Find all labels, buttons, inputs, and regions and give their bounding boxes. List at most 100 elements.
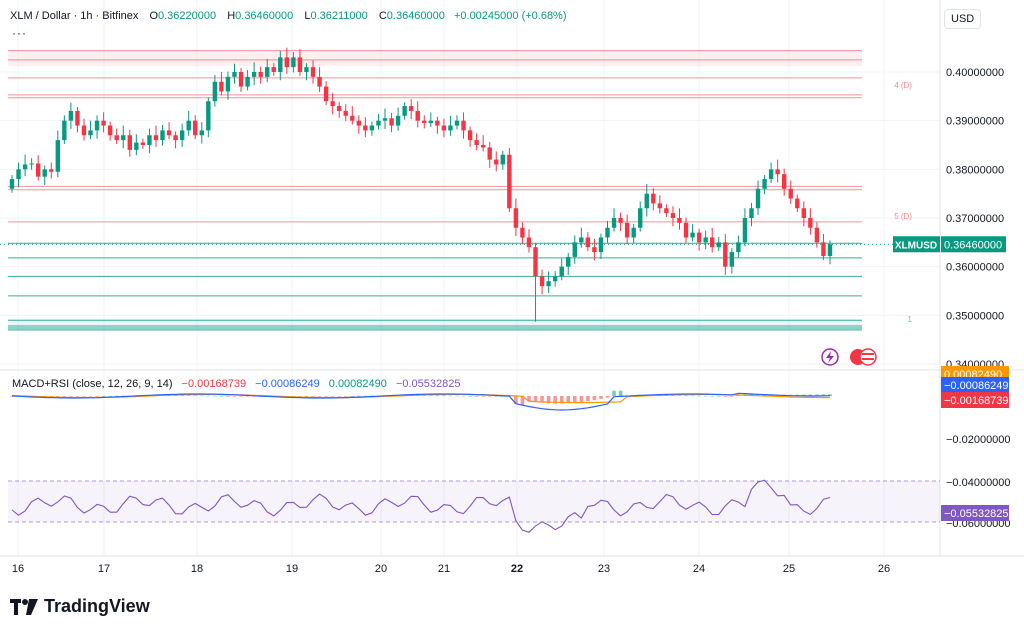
candle-body xyxy=(736,242,741,253)
candle-body xyxy=(376,120,381,126)
candle xyxy=(611,208,617,232)
candle-body xyxy=(199,130,204,136)
flag-icon[interactable] xyxy=(850,348,877,366)
candle-body xyxy=(323,86,329,102)
macd-value-badge-label: −0.05532825 xyxy=(944,508,1009,520)
candle xyxy=(271,63,276,76)
candle-body xyxy=(219,81,224,92)
price-tick-label: 0.39000000 xyxy=(946,116,1004,128)
currency-button[interactable]: USD xyxy=(944,9,982,29)
macd-histogram-bar xyxy=(69,396,73,397)
candle xyxy=(638,201,643,232)
candle-body xyxy=(441,125,447,131)
candle xyxy=(350,106,355,125)
candle xyxy=(533,243,538,322)
candle xyxy=(29,158,34,170)
candle xyxy=(75,107,80,133)
candle-body xyxy=(513,208,519,228)
candle xyxy=(480,135,486,152)
candle xyxy=(173,131,178,149)
macd-histogram-bar xyxy=(232,396,237,397)
macd-histogram-bar xyxy=(88,396,93,397)
candle-body xyxy=(611,218,617,228)
candle xyxy=(88,120,93,140)
macd-histogram-bar xyxy=(429,395,433,396)
candle xyxy=(323,81,329,106)
candle xyxy=(153,125,159,147)
candle xyxy=(474,133,479,151)
macd-histogram-bar xyxy=(730,396,734,397)
candle-body xyxy=(245,76,250,87)
candle-body xyxy=(68,110,74,121)
candle-body xyxy=(644,193,649,209)
candle xyxy=(448,115,453,136)
candle xyxy=(559,258,564,281)
candle xyxy=(134,134,139,156)
macd-histogram-bar xyxy=(108,395,112,397)
candle-body xyxy=(448,125,453,131)
candle-body xyxy=(480,145,486,148)
candle xyxy=(284,47,290,74)
candle-body xyxy=(775,169,780,175)
candle-body xyxy=(94,120,100,131)
candle-body xyxy=(179,130,185,141)
candle-body xyxy=(494,159,499,165)
more-menu-icon[interactable]: ··· xyxy=(12,26,27,40)
candle-body xyxy=(664,208,669,214)
macd-histogram-bar xyxy=(350,395,355,397)
level-label: 1 xyxy=(908,315,913,324)
candle xyxy=(297,49,303,76)
candle-body xyxy=(592,247,597,253)
macd-histogram-bar xyxy=(494,396,499,397)
macd-histogram-bar xyxy=(455,395,459,397)
candle-body xyxy=(716,242,721,248)
macd-indicator-label[interactable]: MACD+RSI (close, 12, 26, 9, 14) xyxy=(12,378,173,390)
symbol-badge-label: XLMUSD xyxy=(895,240,937,251)
level-lines: 4 (D) 5 (D) 1 xyxy=(0,50,940,331)
macd-histogram-bar xyxy=(95,396,99,397)
macd-histogram-bar xyxy=(592,396,597,401)
macd-histogram-bar xyxy=(586,396,590,402)
candle-body xyxy=(605,227,610,238)
candle-body xyxy=(134,142,139,150)
lightning-icon[interactable] xyxy=(821,348,839,366)
macd-histogram-bar xyxy=(461,395,466,397)
symbol-title[interactable]: XLM / Dollar · 1h · Bitfinex xyxy=(10,10,139,22)
candle-body xyxy=(422,120,427,124)
support-zone xyxy=(8,319,862,331)
close-label: C xyxy=(378,10,387,22)
macd-histogram-bar xyxy=(468,395,472,397)
candle xyxy=(572,235,577,264)
candle xyxy=(500,150,505,170)
candle xyxy=(179,123,185,147)
candle-body xyxy=(166,130,172,136)
candle-body xyxy=(284,57,290,68)
candle xyxy=(736,235,741,258)
price-axis: 0.40000000 0.39000000 0.38000000 0.37000000… xyxy=(946,67,1011,530)
macd-histogram-bar xyxy=(762,394,767,396)
candle xyxy=(232,63,237,84)
candle-body xyxy=(768,169,774,180)
macd-histogram-bar xyxy=(245,396,250,397)
tradingview-logo[interactable]: TradingView xyxy=(10,596,150,617)
tradingview-logo-icon xyxy=(10,598,38,615)
candle xyxy=(402,102,407,120)
candle xyxy=(631,223,636,243)
high-label: H xyxy=(227,10,236,22)
time-tick-label: 20 xyxy=(375,563,387,575)
macd-histogram-bar xyxy=(697,395,701,397)
macd-value-1: −0.00168739 xyxy=(181,378,247,390)
candle xyxy=(395,107,401,131)
candle xyxy=(729,248,735,274)
macd-value-badge-label: −0.00168739 xyxy=(944,395,1009,407)
candle xyxy=(552,271,558,287)
candle xyxy=(55,130,61,178)
candle xyxy=(81,118,87,141)
candle-body xyxy=(408,106,414,111)
macd-histogram-bar xyxy=(82,396,86,397)
candle xyxy=(566,253,571,275)
candle-body xyxy=(278,57,283,72)
macd-histogram-bar xyxy=(180,395,184,396)
candle xyxy=(193,115,198,140)
time-tick-label: 23 xyxy=(598,563,610,575)
